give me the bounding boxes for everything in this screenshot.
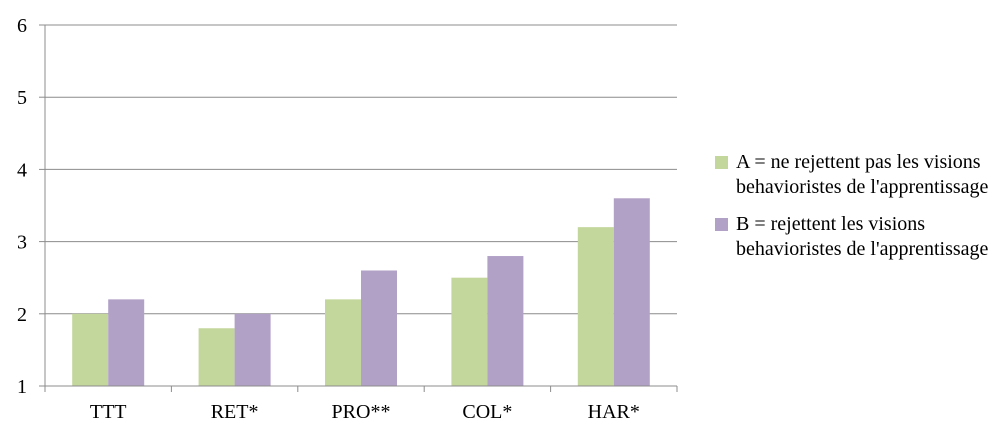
axes — [39, 24, 678, 392]
bar-b — [108, 299, 145, 386]
bars — [72, 198, 650, 386]
legend-swatch-a — [715, 156, 728, 169]
x-tick-label: COL* — [462, 401, 512, 423]
y-tick-label: 1 — [17, 376, 27, 398]
bar-a — [577, 227, 614, 386]
bar-a — [72, 313, 109, 386]
bar-b — [613, 198, 650, 386]
legend-item-b: B = rejettent les visions behavioristes … — [715, 212, 990, 262]
legend-label-a: A = ne rejettent pas les visions behavio… — [736, 151, 989, 198]
legend-label-b: B = rejettent les visions behavioristes … — [736, 213, 989, 260]
legend-swatch-b — [715, 218, 728, 231]
y-tick-label: 2 — [17, 304, 27, 326]
x-tick-labels: TTT RET* PRO** COL* HAR* — [90, 401, 640, 423]
x-tick-label: RET* — [211, 401, 259, 423]
gridlines — [45, 24, 677, 315]
bar-a — [198, 328, 235, 386]
bar-a — [451, 277, 488, 386]
x-tick-label: PRO** — [332, 401, 391, 423]
y-tick-label: 4 — [17, 159, 27, 181]
legend: A = ne rejettent pas les visions behavio… — [715, 150, 990, 274]
y-tick-labels: 1 2 3 4 5 6 — [17, 15, 27, 398]
x-tick-label: HAR* — [588, 401, 640, 423]
bar-b — [487, 256, 524, 386]
bar-a — [325, 299, 361, 386]
bar-b — [234, 313, 271, 386]
y-tick-label: 3 — [17, 232, 27, 254]
y-tick-label: 6 — [17, 15, 27, 37]
bar-b — [361, 270, 397, 386]
y-tick-label: 5 — [17, 87, 27, 109]
legend-item-a: A = ne rejettent pas les visions behavio… — [715, 150, 990, 200]
x-tick-label: TTT — [90, 401, 127, 423]
